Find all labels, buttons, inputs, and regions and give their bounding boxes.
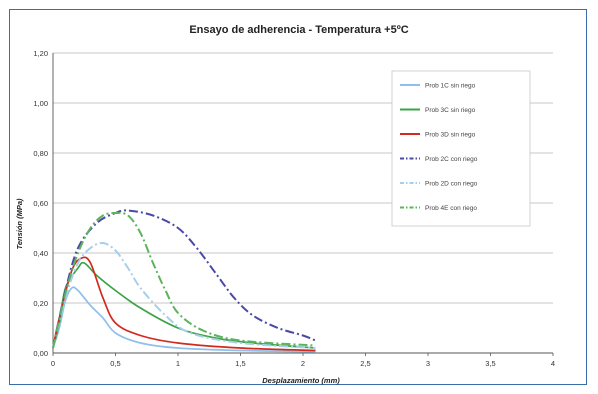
y-tick-label: 0,00: [33, 349, 48, 358]
x-tick-label: 1,5: [235, 359, 245, 368]
series-lines: [52, 209, 316, 353]
chart-title: Ensayo de adherencia - Temperatura +5ºC: [189, 24, 408, 36]
y-axis-title: Tensión (MPa): [15, 198, 24, 249]
x-tick-label: 3: [426, 359, 430, 368]
x-tick-label: 1: [176, 359, 180, 368]
legend-label: Prob 3C sin riego: [425, 107, 476, 114]
series-line-4: [52, 209, 316, 349]
x-tick-label: 0,5: [110, 359, 120, 368]
legend: Prob 1C sin riego Prob 3C sin riego Prob 3…: [391, 70, 531, 227]
legend-label: Prob 1C sin riego: [425, 83, 476, 90]
chart-frame: Ensayo de adherencia - Temperatura +5ºC …: [9, 9, 587, 385]
legend-label: Prob 2C con riego: [425, 156, 478, 163]
y-tick-label: 1,00: [33, 99, 48, 108]
y-tick-label: 0,20: [33, 299, 48, 308]
x-axis-title: Desplazamiento (mm): [262, 376, 340, 385]
legend-label: Prob 4E con riego: [425, 205, 477, 212]
x-tick-label: 3,5: [485, 359, 495, 368]
x-tick-label: 0: [51, 359, 55, 368]
y-tick-label: 0,40: [33, 249, 48, 258]
series-line-5: [52, 241, 316, 349]
y-tick-label: 0,60: [33, 199, 48, 208]
y-tick-label: 1,20: [33, 49, 48, 58]
x-tick-label: 2: [301, 359, 305, 368]
x-tick-label: 4: [551, 359, 555, 368]
grid-lines: [53, 52, 553, 304]
legend-box: [391, 70, 531, 227]
y-tick-label: 0,80: [33, 149, 48, 158]
legend-label: Prob 2D con riego: [425, 181, 478, 188]
axes: 0,00 0,20 0,40 0,60 0,80 1,00 1,20 0 0,5 1 1,5 2 2,5…: [33, 49, 555, 368]
series-line-6: [52, 211, 316, 349]
chart: Ensayo de adherencia - Temperatura +5ºC …: [15, 24, 555, 385]
x-tick-label: 2,5: [360, 359, 370, 368]
legend-label: Prob 3D sin riego: [425, 132, 476, 139]
series-line-2: [52, 261, 316, 349]
